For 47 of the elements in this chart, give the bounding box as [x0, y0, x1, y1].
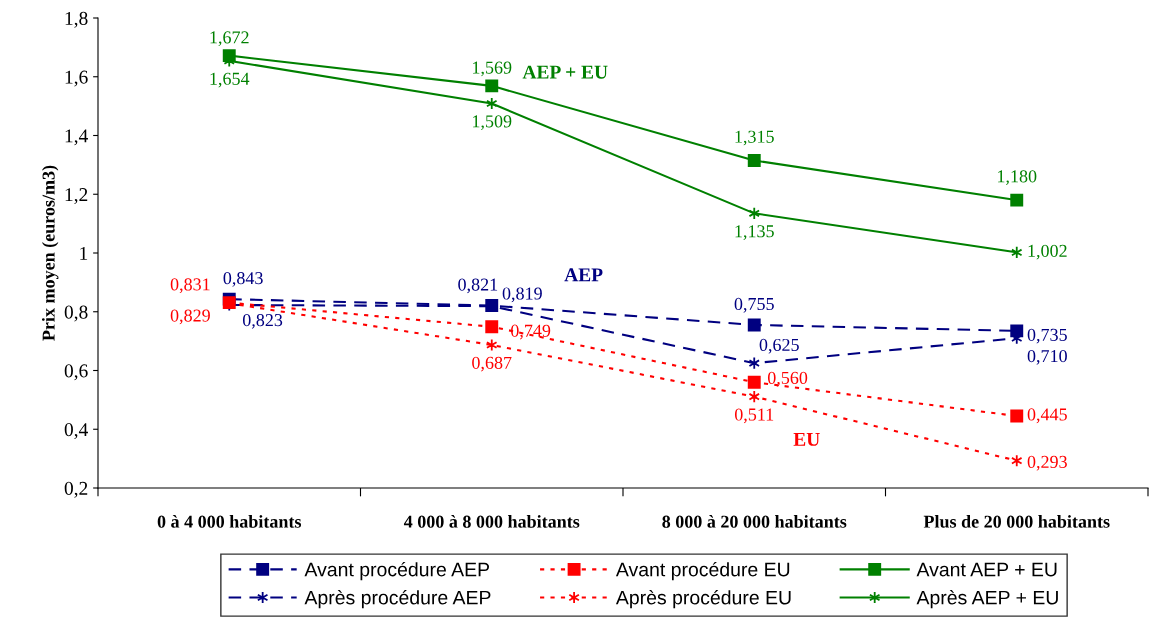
y-tick-label: 0,4 — [64, 423, 88, 439]
legend-label: Avant procédure AEP — [304, 561, 490, 581]
data-label: 0,710 — [1027, 349, 1067, 365]
x-tick-label: 8 000 à 20 000 habitants — [662, 515, 847, 528]
x-tick-label: Plus de 20 000 habitants — [923, 515, 1110, 528]
data-label: 0,821 — [458, 278, 498, 294]
annotation: AEP + EU — [522, 65, 608, 79]
data-label: 0,831 — [170, 278, 210, 294]
y-tick-label: 0,6 — [64, 364, 88, 381]
legend-label: Avant AEP + EU — [916, 562, 1057, 577]
annotation: AEP — [564, 268, 603, 282]
y-tick-label: 0,8 — [64, 305, 88, 322]
legend-label: Avant procédure EU — [615, 561, 790, 581]
data-label: 0,749 — [511, 324, 551, 340]
data-label: 0,511 — [734, 408, 774, 424]
legend-label: Après procédure EU — [615, 589, 791, 609]
x-tick-label: 4 000 à 8 000 habitants — [403, 515, 580, 528]
y-tick-label: 1,4 — [65, 129, 88, 146]
data-label: 0,755 — [734, 297, 774, 313]
legend-label: Après procédure AEP — [304, 589, 491, 609]
data-label: 0,843 — [223, 272, 263, 287]
data-label: 0,819 — [502, 287, 542, 303]
data-label: 0,560 — [767, 371, 808, 387]
annotation: EU — [793, 432, 820, 446]
data-label: 0,823 — [242, 314, 283, 329]
y-tick-label: 0,2 — [64, 481, 88, 498]
data-label: 0,625 — [759, 338, 799, 354]
data-label: 1,672 — [210, 31, 249, 47]
legend-label: Après AEP + EU — [916, 589, 1058, 609]
data-label: 1,569 — [473, 61, 512, 77]
data-label: 1,002 — [1028, 244, 1067, 260]
data-label: 0,687 — [472, 356, 512, 372]
y-tick-label: 1,6 — [65, 70, 88, 87]
data-label: 1,315 — [735, 130, 774, 146]
data-label: 0,445 — [1027, 408, 1067, 424]
y-axis-title: Prix moyen (euros/m3) — [41, 165, 59, 341]
data-label: 0,829 — [170, 309, 210, 325]
y-tick-label: 1,2 — [65, 188, 88, 204]
y-tick-label: 1,8 — [65, 11, 88, 28]
y-tick-label: 1 — [80, 246, 88, 260]
data-label: 0,735 — [1027, 328, 1067, 344]
data-label: 1,654 — [210, 72, 250, 88]
data-label: 0,293 — [1027, 455, 1067, 471]
data-label: 1,135 — [735, 225, 774, 240]
x-tick-label: 0 à 4 000 habitants — [157, 515, 302, 528]
data-label: 1,180 — [998, 170, 1037, 186]
data-label: 1,509 — [473, 115, 512, 131]
